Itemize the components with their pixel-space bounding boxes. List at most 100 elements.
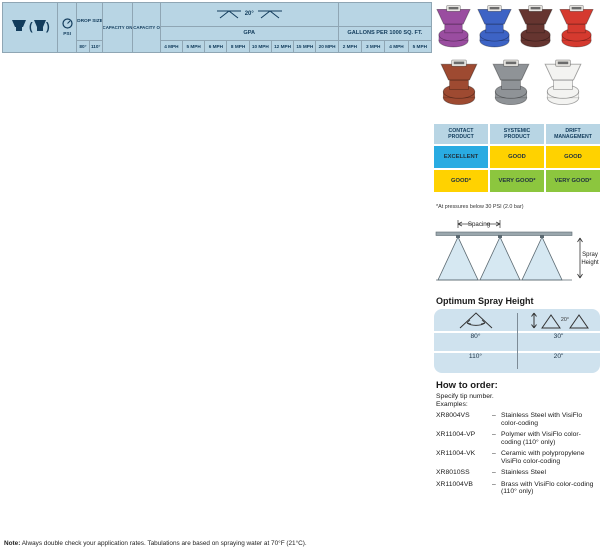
- order-example-item: XR11004-VK – Ceramic with polypropylene Vi…: [436, 450, 600, 466]
- speed-header-cell: 4 MPH: [384, 40, 409, 53]
- rating-cell: GOOD*: [434, 170, 488, 193]
- table-header: ( ) PSI DROP SIZE CAPACITY ONE NOZZLE IN…: [1, 2, 433, 53]
- spray-height-label-1: Spray: [582, 252, 598, 258]
- speed-header-cell: 5 MPH: [407, 40, 433, 53]
- white-nozzle-tip: [544, 59, 582, 106]
- order-example-item: XR11004VB – Brass with VisiFlo color-codin…: [436, 481, 600, 497]
- speed-header-cell: 2 MPH: [337, 40, 363, 53]
- spacing-label: Spacing: [468, 221, 491, 228]
- spacing-diagram: Spacing Spray Height: [435, 220, 599, 281]
- drop-size-header: DROP SIZE: [76, 2, 103, 41]
- speed-header-cell: 5 MPH: [181, 40, 206, 53]
- footnote: Note: Always double check your applicati…: [4, 540, 444, 547]
- tip-description: Polymer with VisiFlo color-coding (110° …: [501, 431, 581, 446]
- how-to-order-title: How to order:: [436, 380, 498, 391]
- optimum-value: 80°: [470, 333, 481, 340]
- tip-number: XR11004-VK: [436, 450, 476, 458]
- dash: –: [492, 412, 496, 419]
- tip-description: Ceramic with polypropylene VisiFlo color…: [501, 450, 585, 465]
- order-example-item: XR8010SS – Stainless Steel: [436, 469, 600, 477]
- speed-header-cell: 15 MPH: [293, 40, 317, 53]
- dash: –: [492, 450, 496, 458]
- spray-overlap-icon: [257, 10, 282, 19]
- ratings-header-cell: SYSTEMIC PRODUCT: [490, 124, 544, 145]
- dash: –: [492, 431, 496, 439]
- speed-header-cell: 6 MPH: [204, 40, 228, 53]
- capacity-oz-header: CAPACITY ONE NOZZLE IN OZ./MIN.: [132, 2, 161, 53]
- overlap-angle-label: 20°: [244, 11, 254, 18]
- rating-cell: GOOD: [490, 146, 544, 169]
- rating-cell: EXCELLENT: [434, 146, 488, 169]
- product-ratings-table: CONTACT PRODUCT SYSTEMIC PRODUCT DRIFT MAN…: [434, 124, 600, 193]
- optimum-value: 20": [553, 353, 564, 360]
- gallons-spacer: [337, 2, 433, 27]
- how-to-order-line1: Specify tip number.: [436, 393, 494, 400]
- spray-height-overlap-icon: 20°: [517, 310, 600, 330]
- gpa-header: GPA: [159, 26, 339, 41]
- footnote-text: Always double check your application rat…: [20, 540, 307, 547]
- tip-description: Stainless Steel with VisiFlo color-codin…: [501, 412, 583, 427]
- how-to-order-line2: Examples:: [436, 401, 468, 408]
- optimum-divider: [517, 313, 519, 369]
- svg-text:): ): [46, 21, 50, 33]
- dark-brown-nozzle-tip: [518, 5, 553, 48]
- spray-overlap-icon: [216, 10, 241, 19]
- tip-number: XR8010SS: [436, 469, 470, 477]
- order-example-item: XR11004-VP – Polymer with VisiFlo color-co…: [436, 431, 600, 447]
- nozzle-photos: [434, 2, 600, 106]
- ratings-header-cell: CONTACT PRODUCT: [434, 124, 488, 145]
- gallons-header: GALLONS PER 1000 SQ. FT.: [337, 26, 433, 41]
- optimum-overlap-label: 20°: [560, 317, 568, 323]
- ratings-footnote: *At pressures below 30 PSI (2.0 bar): [436, 204, 524, 210]
- spray-rate-table: ( ) PSI DROP SIZE CAPACITY ONE NOZZLE IN…: [1, 2, 433, 53]
- speed-header-cell: 3 MPH: [361, 40, 386, 53]
- nozzle-icons-header: ( ): [1, 2, 59, 53]
- optimum-row: 110° 20": [434, 353, 600, 371]
- spray-angle-icon: [434, 310, 517, 330]
- rust-brown-nozzle-tip: [440, 59, 478, 106]
- gray-nozzle-tip: [492, 59, 530, 106]
- rating-cell: VERY GOOD*: [546, 170, 600, 193]
- capacity-gpm-header: CAPACITY ONE NOZZLE IN GPM: [101, 2, 134, 53]
- dash: –: [492, 480, 496, 488]
- speed-header-cell: 8 MPH: [226, 40, 250, 53]
- tip-description: Brass with VisiFlo color-coding (110° on…: [501, 480, 594, 496]
- psi-label: PSI: [63, 31, 71, 37]
- tip-description: Stainless Steel: [501, 469, 546, 477]
- blue-nozzle-tip: [477, 5, 512, 48]
- red-nozzle-tip: [559, 5, 594, 48]
- speed-header-cell: 80°: [76, 40, 90, 53]
- optimum-spray-height-title: Optimum Spray Height: [436, 296, 534, 306]
- dash: –: [492, 469, 496, 477]
- footnote-bold: Note:: [4, 540, 21, 547]
- rating-cell: VERY GOOD*: [490, 170, 544, 193]
- spray-height-label-2: Height: [581, 260, 599, 266]
- tip-number: XR11004-VP: [436, 431, 476, 439]
- speed-header-cell: 10 MPH: [248, 40, 272, 53]
- tip-number: XR11004VB: [436, 480, 473, 488]
- rating-cell: GOOD: [546, 146, 600, 169]
- flat-fan-nozzle-icon: ( ): [12, 20, 50, 33]
- speed-header-cell: 20 MPH: [315, 40, 339, 53]
- speed-header-row: 80° 110° 4 MPH 5 MPH 6 MPH 8 MPH 10 MPH 12 MPH 1…: [3, 40, 433, 53]
- nozzle-photo-row-1: [434, 2, 600, 48]
- nozzle-photo-row-2: [434, 56, 600, 106]
- overlap-angle-header: 20°: [159, 2, 339, 27]
- speed-header-cell: 4 MPH: [159, 40, 184, 53]
- right-panel: CONTACT PRODUCT SYSTEMIC PRODUCT DRIFT MAN…: [434, 0, 600, 556]
- optimum-spray-height-table: 20° 80° 30" 110° 20": [434, 309, 600, 373]
- optimum-value: 30": [553, 333, 564, 340]
- speed-header-cell: 110°: [88, 40, 103, 53]
- how-to-order-section: How to order: Specify tip number. Exampl…: [436, 380, 600, 500]
- ratings-header-cell: DRIFT MANAGEMENT: [546, 124, 600, 145]
- psi-header: PSI: [57, 2, 78, 53]
- order-example-item: XR8004VS – Stainless Steel with VisiFlo co…: [436, 412, 600, 428]
- tip-number: XR8004VS: [436, 412, 470, 419]
- svg-text:(: (: [29, 21, 33, 33]
- pressure-gauge-icon: [61, 18, 73, 29]
- purple-nozzle-tip: [436, 5, 471, 48]
- optimum-value: 110°: [468, 353, 483, 360]
- speed-header-cell: 12 MPH: [270, 40, 295, 53]
- order-examples: XR8004VS – Stainless Steel with VisiFlo co…: [436, 412, 600, 496]
